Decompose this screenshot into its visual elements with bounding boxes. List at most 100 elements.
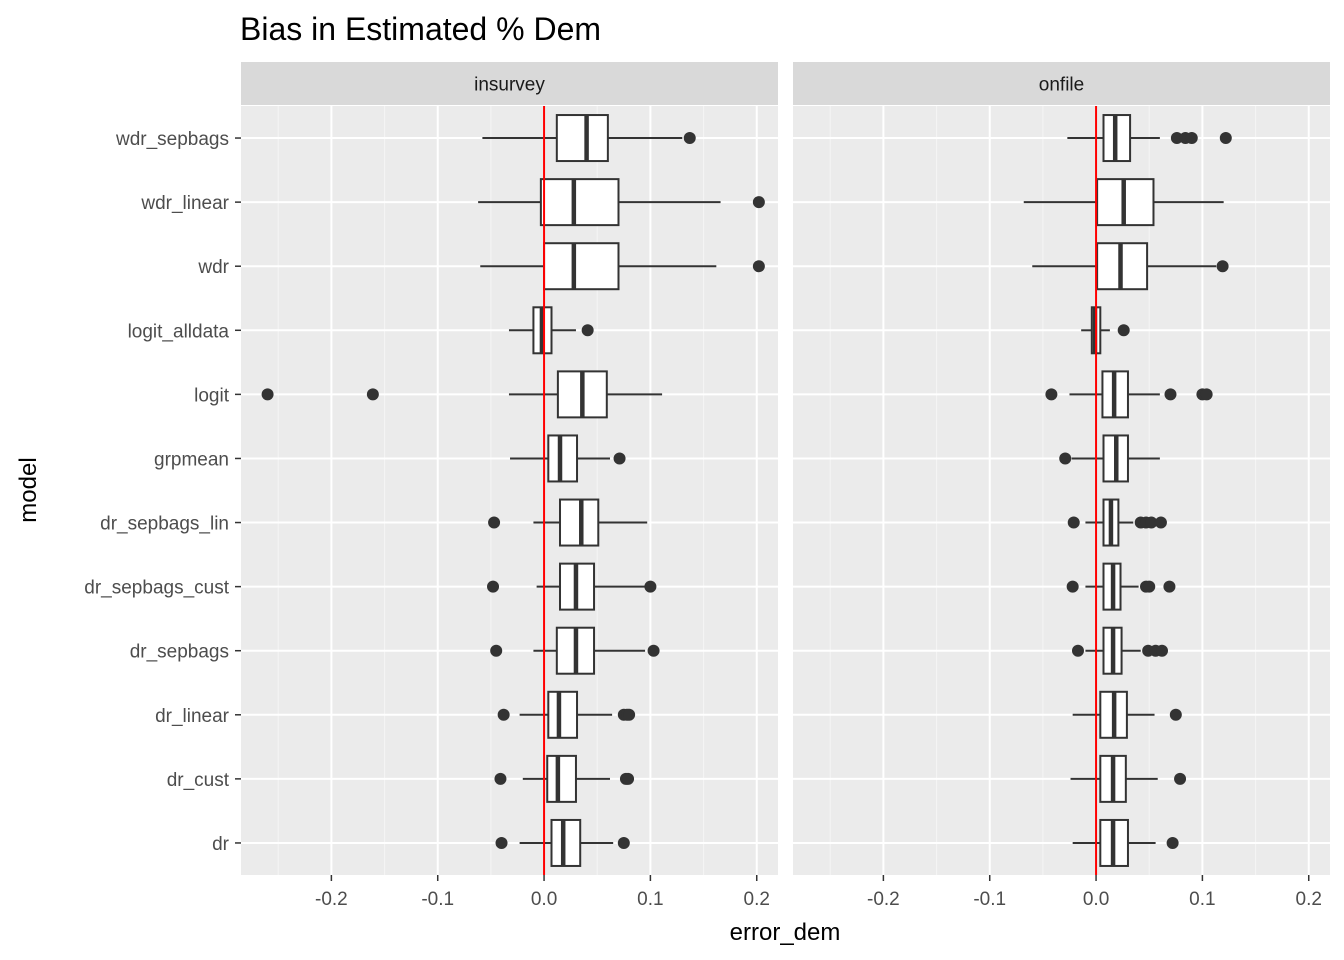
outlier-point (1066, 580, 1079, 593)
y-tick-label: dr_linear (155, 706, 230, 727)
outlier-point (1219, 132, 1232, 145)
outlier-point (1067, 516, 1080, 529)
box-logit (261, 370, 663, 419)
chart-title: Bias in Estimated % Dem (240, 11, 601, 47)
x-tick-label: -0.2 (867, 889, 900, 910)
outlier-point (622, 772, 635, 785)
outlier-point (1155, 644, 1168, 657)
x-axis-title: error_dem (730, 919, 841, 946)
facet-panel-onfile: onfile -0.2 -0.1 0.0 0.1 0.2 (793, 62, 1330, 910)
box-dr_linear (497, 690, 636, 739)
facet-strip (793, 62, 1330, 105)
outlier-point (1071, 644, 1084, 657)
box-grpmean (1059, 434, 1160, 483)
box-logit_alldata (508, 306, 594, 355)
y-tick-label: logit (194, 385, 230, 406)
outlier-point (1185, 132, 1198, 145)
outlier-point (366, 388, 379, 401)
box-grpmean (510, 434, 626, 483)
outlier-point (1216, 260, 1229, 273)
facet-panel-insurvey: insurvey -0.2 -0.1 0.0 0.1 0.2 (241, 62, 778, 910)
y-tick-label: dr_cust (167, 770, 230, 791)
box-dr_sepbags_lin (1067, 498, 1167, 547)
y-tick-label: wdr (197, 257, 229, 278)
box-dr_sepbags_cust (487, 562, 657, 611)
box-iqr (550, 818, 582, 867)
y-tick-label: wdr_sepbags (115, 129, 229, 150)
outlier-point (261, 388, 274, 401)
outlier-point (1163, 580, 1176, 593)
x-tick-label: 0.1 (1189, 889, 1215, 910)
outlier-point (1174, 772, 1187, 785)
y-tick-label: dr_sepbags_cust (84, 578, 229, 599)
y-axis-title: model (15, 457, 42, 522)
y-tick-label: dr_sepbags_lin (100, 514, 229, 535)
panel-background (241, 106, 778, 875)
outlier-point (1166, 836, 1179, 849)
x-tick-label: 0.0 (1083, 889, 1109, 910)
x-tick-label: -0.1 (973, 889, 1006, 910)
outlier-point (494, 772, 507, 785)
box-iqr (539, 178, 620, 227)
y-tick-label: grpmean (154, 449, 229, 470)
box-dr_cust (1070, 754, 1187, 803)
outlier-point (1117, 324, 1130, 337)
facet-strip (241, 62, 778, 105)
box-wdr_linear (1023, 178, 1224, 227)
outlier-point (581, 324, 594, 337)
outlier-point (623, 708, 636, 721)
box-wdr_sepbags (1067, 114, 1232, 163)
box-dr_sepbags (1071, 626, 1168, 675)
x-tick-label: 0.0 (531, 889, 557, 910)
box-dr_sepbags_lin (488, 498, 648, 547)
outlier-point (1059, 452, 1072, 465)
x-tick-label: 0.1 (637, 889, 663, 910)
outlier-point (1170, 132, 1183, 145)
box-dr_sepbags (490, 626, 660, 675)
outlier-point (613, 452, 626, 465)
facet-strip-label: onfile (1039, 75, 1084, 96)
outlier-point (644, 580, 657, 593)
outlier-point (647, 644, 660, 657)
box-iqr (555, 114, 609, 163)
outlier-point (1164, 388, 1177, 401)
box-iqr (546, 754, 577, 803)
outlier-point (1145, 516, 1158, 529)
outlier-point (487, 580, 500, 593)
outlier-point (1200, 388, 1213, 401)
y-tick-label: wdr_linear (140, 193, 229, 214)
box-logit (1045, 370, 1213, 419)
box-iqr (547, 690, 579, 739)
facet-panels: insurvey -0.2 -0.1 0.0 0.1 0.2 onfile -0.2 -0.1 0… (241, 62, 1330, 910)
outlier-point (1143, 580, 1156, 593)
box-dr_sepbags_cust (1066, 562, 1176, 611)
outlier-point (1045, 388, 1058, 401)
outlier-point (488, 516, 501, 529)
outlier-point (617, 836, 630, 849)
outlier-point (683, 132, 696, 145)
box-wdr (1032, 242, 1229, 291)
y-tick-label: dr_sepbags (130, 642, 229, 663)
x-tick-label: -0.1 (421, 889, 454, 910)
outlier-point (752, 196, 765, 209)
box-wdr (480, 242, 765, 291)
outlier-point (497, 708, 510, 721)
y-tick-label: logit_alldata (128, 321, 230, 342)
outlier-point (752, 260, 765, 273)
box-iqr (543, 242, 620, 291)
box-dr (1072, 818, 1179, 867)
x-tick-label: 0.2 (1296, 889, 1322, 910)
x-tick-label: -0.2 (315, 889, 348, 910)
y-tick-label: dr (212, 834, 230, 855)
facet-strip-label: insurvey (474, 75, 545, 96)
box-wdr_sepbags (482, 114, 696, 163)
box-dr (495, 818, 630, 867)
outlier-point (1154, 516, 1167, 529)
x-tick-label: 0.2 (744, 889, 770, 910)
outlier-point (1169, 708, 1182, 721)
box-iqr (547, 434, 579, 483)
box-dr_cust (494, 754, 635, 803)
box-dr_linear (1072, 690, 1182, 739)
